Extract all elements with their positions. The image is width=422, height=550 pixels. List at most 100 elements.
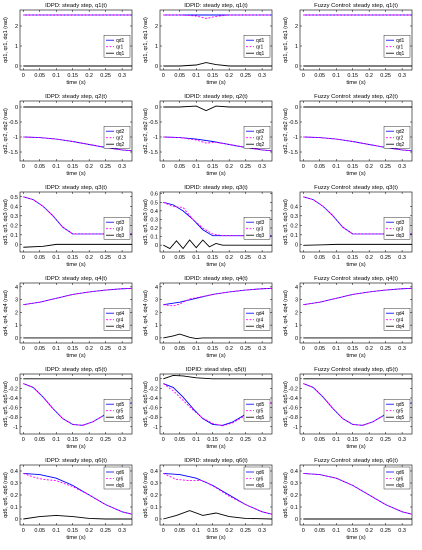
legend-box bbox=[243, 399, 271, 422]
y-tick-label: 0.1 bbox=[10, 505, 18, 511]
subplot-13: IDPD: steady step, q5(t) 0 0.05 0.1 0.15 0.2 0… bbox=[3, 367, 133, 450]
x-axis-label: time (s) bbox=[346, 353, 365, 359]
legend-box bbox=[383, 216, 411, 240]
legend-label: qr1 bbox=[256, 45, 263, 51]
legend-label: qd6 bbox=[396, 470, 405, 476]
x-tick-label: 0.05 bbox=[174, 164, 185, 170]
y-tick-label: 0 bbox=[155, 377, 158, 383]
legend-box bbox=[383, 466, 411, 490]
legend-label: qd1 bbox=[116, 38, 125, 44]
subplot-title: IDPID: steady step, q3(t) bbox=[184, 185, 248, 191]
legend-label: qr4 bbox=[396, 318, 403, 324]
x-tick-label: 0.3 bbox=[258, 164, 266, 170]
subplot-title: IDPD: steady step, q2(t) bbox=[45, 94, 107, 100]
x-tick-label: 0.05 bbox=[34, 73, 45, 79]
x-tick-label: 0.2 bbox=[365, 73, 373, 79]
legend-label: dq3 bbox=[396, 233, 405, 239]
y-tick-label: -0.8 bbox=[9, 415, 18, 421]
y-axis-label: qd5, qr5, dq5 (rad) bbox=[283, 381, 289, 427]
y-tick-label: -1 bbox=[153, 425, 158, 431]
x-tick-label: 0.1 bbox=[192, 164, 200, 170]
y-tick-label: 0.4 bbox=[150, 469, 158, 475]
x-tick-label: 0 bbox=[22, 73, 25, 79]
y-tick-label: -1.5 bbox=[9, 150, 18, 156]
y-tick-label: -1.5 bbox=[149, 150, 158, 156]
subplot-2: IDPID: steady step, q1(t) 0 0.05 0.1 0.15 0.2… bbox=[143, 3, 273, 86]
x-tick-label: 0.3 bbox=[398, 164, 406, 170]
y-tick-label: -1.5 bbox=[289, 150, 298, 156]
subplot-11: IDPID: steady step, q4(t) 0 0.05 0.1 0.15 0.2… bbox=[143, 276, 273, 359]
y-tick-label: 0 bbox=[295, 517, 298, 523]
y-axis-label: qd4, qr4, dq4 (rad) bbox=[3, 290, 9, 336]
legend-label: qd3 bbox=[396, 220, 405, 226]
y-tick-label: 2 bbox=[15, 24, 18, 30]
x-tick-label: 0.2 bbox=[225, 528, 233, 534]
y-tick-label: -0.2 bbox=[9, 386, 18, 392]
series-line-qd4 bbox=[303, 287, 412, 306]
y-tick-label: 0 bbox=[295, 336, 298, 342]
x-tick-label: 0.2 bbox=[365, 437, 373, 443]
x-tick-label: 0.05 bbox=[314, 73, 325, 79]
y-tick-label: 0.3 bbox=[150, 217, 158, 223]
y-tick-label: 0.2 bbox=[290, 493, 298, 499]
x-tick-label: 0.1 bbox=[192, 528, 200, 534]
legend-label: dq5 bbox=[116, 415, 125, 421]
y-tick-label: 0.5 bbox=[150, 200, 158, 206]
legend-label: dq6 bbox=[256, 483, 265, 489]
y-axis-label: qd4, qr4, dq4 (rad) bbox=[143, 290, 149, 336]
plot-frame bbox=[159, 100, 273, 162]
subplot-title: IDPID: steady step, q2(t) bbox=[184, 94, 248, 100]
legend-label: qr1 bbox=[116, 45, 123, 51]
x-tick-label: 0.2 bbox=[365, 528, 373, 534]
legend-label: dq2 bbox=[256, 142, 265, 148]
subplot-3: Fuzzy Control: steady step, q1(t) 0 0.05 0.… bbox=[283, 3, 413, 86]
x-tick-label: 0.2 bbox=[85, 528, 93, 534]
legend-box bbox=[383, 308, 411, 331]
x-tick-label: 0.3 bbox=[118, 73, 126, 79]
legend-box bbox=[243, 125, 271, 149]
y-tick-label: 0.4 bbox=[290, 469, 298, 475]
y-tick-label: -1 bbox=[153, 135, 158, 141]
x-tick-label: 0 bbox=[302, 346, 305, 352]
legend-box bbox=[103, 466, 131, 490]
y-axis-label: qd1, qr1, dq1 (rad) bbox=[3, 17, 9, 63]
legend-label: qd2 bbox=[396, 129, 405, 135]
x-tick-label: 0 bbox=[22, 528, 25, 534]
x-tick-label: 0.05 bbox=[314, 255, 325, 261]
x-tick-label: 0.25 bbox=[100, 346, 111, 352]
y-axis-label: qd5, qr5, dq5 (rad) bbox=[143, 381, 149, 427]
x-tick-label: 0.15 bbox=[347, 255, 358, 261]
subplot-title: Fuzzy Control: steady step, q6(t) bbox=[314, 458, 398, 464]
legend-label: qr4 bbox=[116, 318, 123, 324]
x-tick-label: 0.25 bbox=[380, 346, 391, 352]
x-tick-label: 0.3 bbox=[118, 437, 126, 443]
y-tick-label: -0.8 bbox=[149, 415, 158, 421]
series-line-qr2 bbox=[163, 136, 272, 152]
y-tick-label: -0.5 bbox=[9, 120, 18, 126]
x-tick-label: 0 bbox=[162, 255, 165, 261]
x-tick-label: 0.1 bbox=[52, 164, 60, 170]
x-tick-label: 0.25 bbox=[100, 437, 111, 443]
x-tick-label: 0.2 bbox=[225, 437, 233, 443]
plot-frame bbox=[159, 191, 273, 253]
x-tick-label: 0 bbox=[162, 528, 165, 534]
subplot-title: IDPD: steady step, q6(t) bbox=[45, 458, 107, 464]
x-tick-label: 0.3 bbox=[398, 528, 406, 534]
y-axis-label: qd2, qr2, dq2 (rad) bbox=[3, 108, 9, 154]
series-line-dq2 bbox=[163, 105, 272, 112]
y-tick-label: -0.6 bbox=[149, 406, 158, 412]
series-line-dq3 bbox=[23, 243, 132, 248]
x-tick-label: 0.1 bbox=[192, 437, 200, 443]
subplot-title: Fuzzy Control: steady step, q2(t) bbox=[314, 94, 398, 100]
subplot-title: IDPD: steady step, q1(t) bbox=[45, 3, 107, 9]
y-tick-label: -1 bbox=[13, 425, 18, 431]
series-line-qr3 bbox=[163, 201, 272, 237]
x-tick-label: 0.2 bbox=[85, 73, 93, 79]
x-tick-label: 0.2 bbox=[85, 437, 93, 443]
subplot-18: Fuzzy Control: steady step, q6(t) 0 0.05 0.… bbox=[283, 458, 413, 541]
x-tick-label: 0.1 bbox=[52, 528, 60, 534]
